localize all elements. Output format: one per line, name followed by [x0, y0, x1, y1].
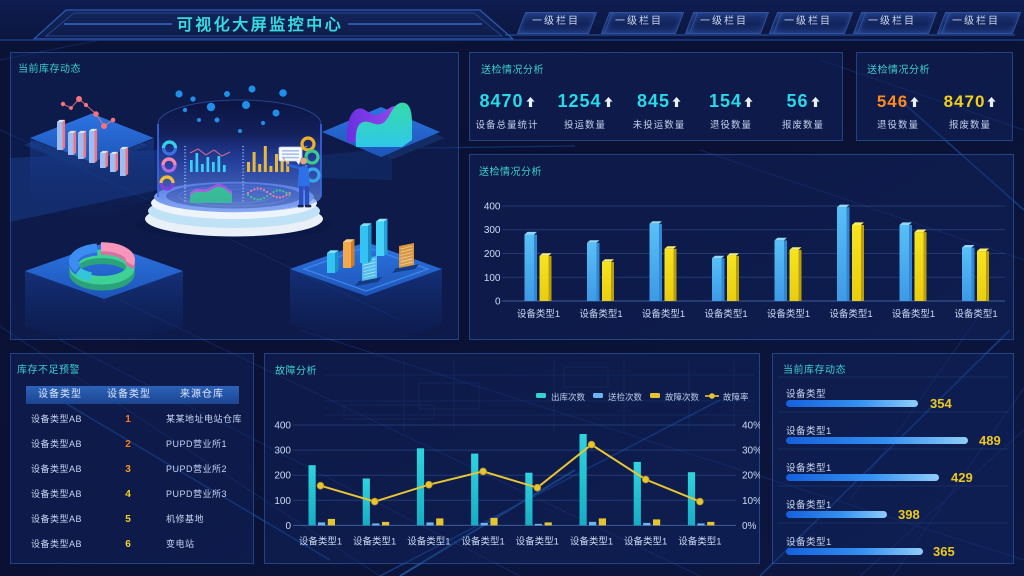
svg-text:故障次数: 故障次数 — [665, 392, 700, 402]
svg-text:100: 100 — [484, 273, 501, 284]
svg-text:设备类型1: 设备类型1 — [678, 535, 721, 547]
svg-text:设备类型1: 设备类型1 — [516, 535, 559, 547]
svg-text:设备类型1: 设备类型1 — [954, 308, 997, 320]
svg-text:故障率: 故障率 — [723, 392, 749, 402]
svg-text:300: 300 — [274, 446, 291, 457]
svg-text:400: 400 — [484, 202, 501, 213]
svg-text:设备类型1: 设备类型1 — [461, 535, 504, 547]
svg-text:10%: 10% — [742, 496, 760, 507]
svg-text:20%: 20% — [742, 471, 760, 482]
svg-text:0: 0 — [495, 297, 501, 308]
svg-text:送检次数: 送检次数 — [608, 392, 643, 402]
svg-text:30%: 30% — [742, 446, 760, 457]
svg-text:出库次数: 出库次数 — [551, 392, 586, 402]
svg-text:设备类型1: 设备类型1 — [642, 308, 685, 320]
svg-text:设备类型1: 设备类型1 — [704, 308, 747, 320]
svg-text:设备类型1: 设备类型1 — [353, 535, 396, 547]
svg-text:0: 0 — [285, 521, 291, 532]
svg-text:设备类型1: 设备类型1 — [829, 308, 872, 320]
svg-text:设备类型1: 设备类型1 — [517, 308, 560, 320]
svg-text:100: 100 — [274, 496, 291, 507]
svg-text:可视化大屏监控中心: 可视化大屏监控中心 — [177, 15, 344, 34]
svg-text:设备类型1: 设备类型1 — [579, 308, 622, 320]
svg-text:设备类型1: 设备类型1 — [767, 308, 810, 320]
svg-text:设备类型1: 设备类型1 — [570, 535, 613, 547]
svg-text:200: 200 — [484, 249, 501, 260]
svg-text:40%: 40% — [742, 421, 760, 432]
svg-text:设备类型1: 设备类型1 — [892, 308, 935, 320]
svg-text:300: 300 — [484, 225, 501, 236]
svg-text:设备类型1: 设备类型1 — [624, 535, 667, 547]
svg-text:400: 400 — [274, 421, 291, 432]
svg-text:设备类型1: 设备类型1 — [407, 535, 450, 547]
svg-text:设备类型1: 设备类型1 — [299, 535, 342, 547]
svg-text:200: 200 — [274, 471, 291, 482]
svg-text:0%: 0% — [742, 521, 757, 532]
